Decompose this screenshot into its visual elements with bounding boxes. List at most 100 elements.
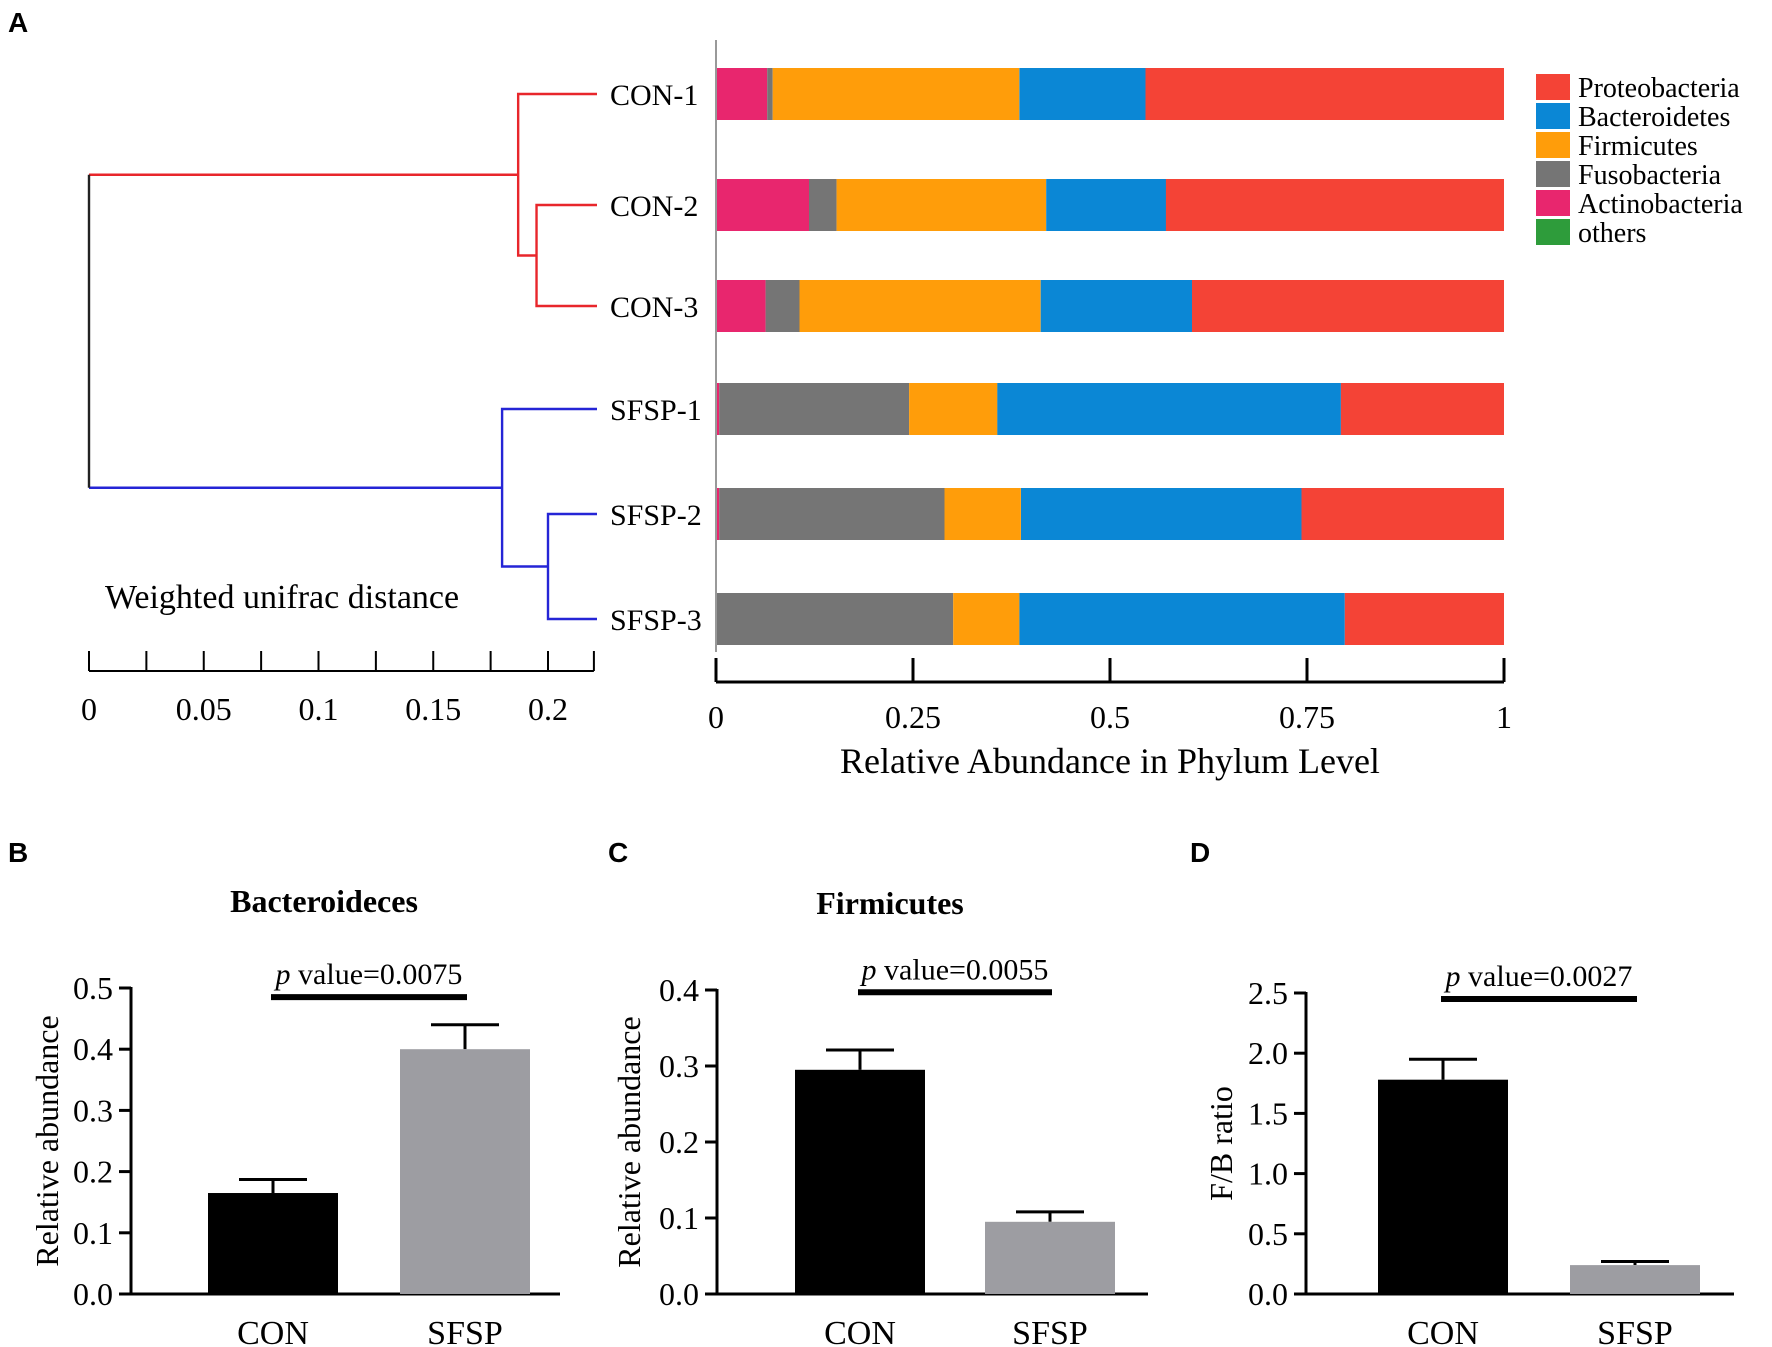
dendrogram-title: Weighted unifrac distance xyxy=(105,579,459,616)
p-value-annotation: p value=0.0055 xyxy=(860,953,1049,986)
bar-segment-sfsp-1-actinobacteria xyxy=(716,383,720,435)
y-tick-label: 2.0 xyxy=(1248,1035,1288,1071)
p-value-text: value=0.0075 xyxy=(291,958,463,991)
leaf-label-con-3: CON-3 xyxy=(610,291,698,324)
y-axis-label: Relative abundance xyxy=(611,1016,647,1267)
x-tick-label-con: CON xyxy=(1407,1315,1479,1347)
bar-con xyxy=(795,1069,925,1294)
bar-segment-con-2-firmicutes xyxy=(836,179,1047,231)
bar-segment-sfsp-2-bacteroidetes xyxy=(1021,488,1302,540)
x-tick-label-sfsp: SFSP xyxy=(427,1315,503,1347)
legend-swatch-fusobacteria xyxy=(1536,161,1570,187)
y-tick-label: 2.5 xyxy=(1248,975,1288,1011)
firmicutes-bar-chart: Firmicutes Relative abundance 0.0 0.1 0.2 0.3… xyxy=(611,885,1148,1347)
p-value-text: value=0.0027 xyxy=(1461,960,1633,993)
leaf-label-con-1: CON-1 xyxy=(610,79,698,112)
bar-segment-con-3-proteobacteria xyxy=(1192,280,1504,332)
bar-segment-sfsp-3-fusobacteria xyxy=(716,593,954,645)
bar-con xyxy=(1378,1079,1508,1294)
panel-label-d: D xyxy=(1190,837,1210,868)
p-symbol: p xyxy=(860,953,877,986)
bar-segment-sfsp-2-firmicutes xyxy=(944,488,1021,540)
bar-segment-con-1-proteobacteria xyxy=(1145,68,1504,120)
bar-sfsp xyxy=(400,1049,530,1294)
p-value-annotation: p value=0.0075 xyxy=(274,958,463,991)
leaf-label-sfsp-2: SFSP-2 xyxy=(610,499,702,532)
y-axis-label: Relative abundance xyxy=(29,1015,65,1266)
legend-swatch-actinobacteria xyxy=(1536,190,1570,216)
bar-sfsp xyxy=(985,1221,1115,1294)
bar-segment-con-2-actinobacteria xyxy=(716,179,809,231)
y-tick-label: 0.0 xyxy=(1248,1276,1288,1312)
y-tick-label: 0.0 xyxy=(73,1276,113,1312)
y-tick-label: 0.1 xyxy=(73,1215,113,1251)
phylum-legend: ProteobacteriaBacteroidetesFirmicutesFus… xyxy=(1536,73,1743,249)
x-tick-label-con: CON xyxy=(237,1315,309,1347)
panel-label-c: C xyxy=(608,837,628,868)
bar-segment-con-2-proteobacteria xyxy=(1165,179,1504,231)
legend-swatch-bacteroidetes xyxy=(1536,103,1570,129)
phylum-x-axis-label: Relative Abundance in Phylum Level xyxy=(840,741,1380,781)
y-tick-label: 0.2 xyxy=(659,1124,699,1160)
phylum-x-tick-label: 1 xyxy=(1496,699,1512,735)
x-tick-label-sfsp: SFSP xyxy=(1597,1315,1673,1347)
bar-segment-con-1-firmicutes xyxy=(772,68,1020,120)
bar-segment-sfsp-1-proteobacteria xyxy=(1340,383,1504,435)
bar-segment-sfsp-1-bacteroidetes xyxy=(997,383,1341,435)
bar-segment-sfsp-3-proteobacteria xyxy=(1344,593,1504,645)
bar-segment-sfsp-2-fusobacteria xyxy=(719,488,945,540)
bar-con xyxy=(208,1193,338,1294)
y-tick-label: 0.3 xyxy=(659,1048,699,1084)
bar-segment-sfsp-2-proteobacteria xyxy=(1301,488,1504,540)
bar-segment-con-3-bacteroidetes xyxy=(1040,280,1192,332)
y-tick-label: 1.0 xyxy=(1248,1156,1288,1192)
dendrogram-axis: 0 0.05 0.1 0.15 0.2 xyxy=(81,651,595,727)
bar-segment-sfsp-1-fusobacteria xyxy=(719,383,910,435)
dendrogram-tick-label: 0 xyxy=(81,691,97,727)
y-axis-label: F/B ratio xyxy=(1203,1086,1239,1201)
phylum-bars xyxy=(716,68,1504,645)
y-tick-label: 0.1 xyxy=(659,1200,699,1236)
phylum-x-tick-label: 0 xyxy=(708,699,724,735)
fb-ratio-bar-chart: F/B ratio 0.0 0.5 1.0 1.5 2.0 2.5 CON SFSP p valu… xyxy=(1203,960,1734,1347)
bar-segment-con-2-bacteroidetes xyxy=(1046,179,1166,231)
legend-label-proteobacteria: Proteobacteria xyxy=(1578,73,1740,104)
bar-segment-sfsp-2-actinobacteria xyxy=(716,488,720,540)
dendrogram-leaf-labels: CON-1 CON-2 CON-3 SFSP-1 SFSP-2 SFSP-3 xyxy=(610,79,702,637)
dendrogram-tick-label: 0.05 xyxy=(176,691,232,727)
branch-con-1-con-23 xyxy=(516,92,597,257)
phylum-x-tick-label: 0.25 xyxy=(885,699,941,735)
bar-sfsp xyxy=(1570,1265,1700,1294)
p-value-annotation: p value=0.0027 xyxy=(1444,960,1633,993)
dendrogram-tick-label: 0.1 xyxy=(299,691,339,727)
panel-label-b: B xyxy=(8,837,28,868)
chart-title: Firmicutes xyxy=(816,885,964,921)
legend-label-firmicutes: Firmicutes xyxy=(1578,131,1698,162)
bar-segment-con-3-fusobacteria xyxy=(765,280,800,332)
phylum-stacked-bar-chart: 0 0.25 0.5 0.75 1 Relative Abundance in Phyl… xyxy=(708,40,1743,781)
leaf-label-sfsp-3: SFSP-3 xyxy=(610,604,702,637)
bar-segment-con-1-fusobacteria xyxy=(767,68,773,120)
branch-sfsp-1-sfsp-23 xyxy=(500,407,597,568)
bar-segment-con-2-fusobacteria xyxy=(809,179,837,231)
phylum-x-axis: 0 0.25 0.5 0.75 1 xyxy=(708,40,1512,735)
p-symbol: p xyxy=(274,958,291,991)
legend-swatch-others xyxy=(1536,219,1570,245)
y-tick-label: 1.5 xyxy=(1248,1095,1288,1131)
legend-label-fusobacteria: Fusobacteria xyxy=(1578,160,1722,191)
legend-swatch-firmicutes xyxy=(1536,132,1570,158)
x-tick-label-sfsp: SFSP xyxy=(1012,1315,1088,1347)
dendrogram: Weighted unifrac distance CON-1CON-2CON-… xyxy=(81,79,702,727)
branch-sfsp-2-sfsp-3 xyxy=(546,512,597,621)
p-value-text: value=0.0055 xyxy=(877,953,1049,986)
legend-label-bacteroidetes: Bacteroidetes xyxy=(1578,102,1730,133)
y-tick-label: 0.5 xyxy=(1248,1216,1288,1252)
leaf-label-sfsp-1: SFSP-1 xyxy=(610,394,702,427)
bar-segment-con-1-bacteroidetes xyxy=(1019,68,1146,120)
leaf-label-con-2: CON-2 xyxy=(610,190,698,223)
y-tick-label: 0.3 xyxy=(73,1092,113,1128)
y-tick-label: 0.0 xyxy=(659,1276,699,1312)
bar-segment-con-3-firmicutes xyxy=(799,280,1041,332)
